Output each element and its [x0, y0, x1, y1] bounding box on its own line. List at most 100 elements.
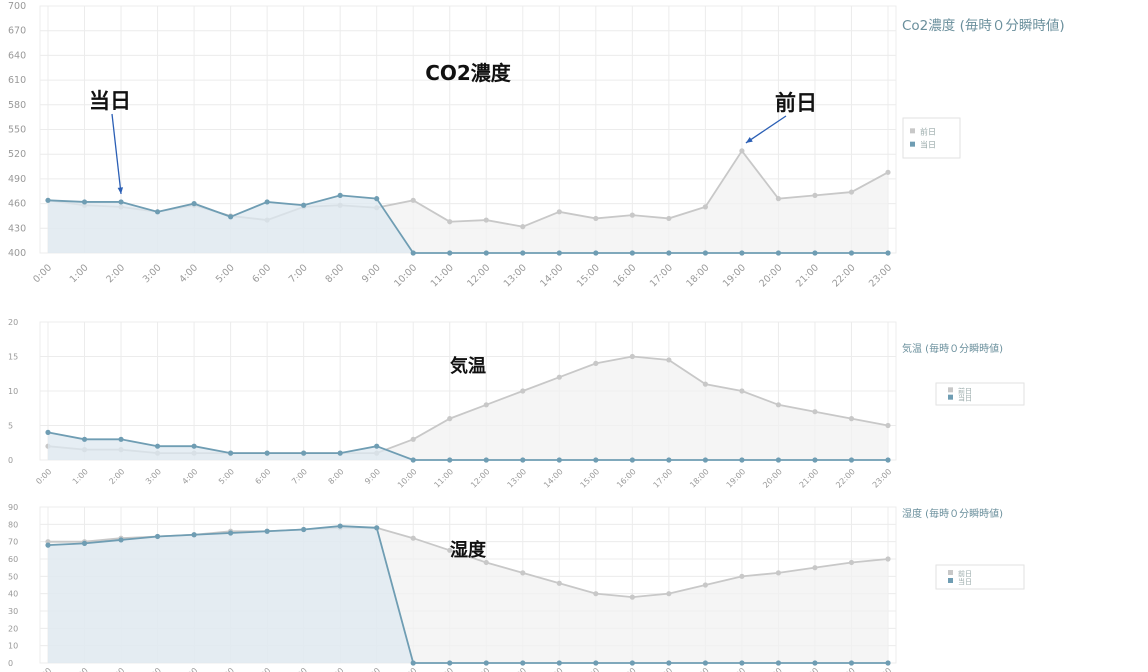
series-point-1 [337, 192, 343, 198]
series-point-1 [520, 660, 526, 666]
y-tick-label: 550 [8, 125, 26, 136]
series-point-1 [447, 250, 453, 256]
series-point-0 [556, 374, 562, 380]
x-tick-label: 8:00 [327, 666, 346, 672]
chart-title: 湿度 [450, 539, 487, 561]
y-tick-label: 90 [8, 503, 18, 512]
x-tick-label: 5:00 [217, 666, 236, 672]
x-tick-label: 7:00 [290, 666, 309, 672]
series-point-1 [45, 429, 51, 435]
series-point-1 [301, 450, 307, 456]
series-area-0 [48, 356, 888, 460]
x-tick-label: 23:00 [871, 666, 894, 672]
series-point-1 [666, 250, 672, 256]
y-tick-label: 640 [8, 50, 26, 61]
series-point-1 [81, 436, 88, 442]
series-point-1 [483, 457, 489, 463]
series-point-0 [775, 196, 782, 202]
series-point-1 [447, 660, 453, 666]
legend-box [935, 382, 1025, 406]
annotation-arrow [745, 115, 787, 144]
series-point-1 [848, 660, 855, 666]
x-tick-label: 12:00 [465, 262, 492, 289]
series-point-1 [775, 660, 782, 666]
legend-label: 当日 [958, 394, 972, 403]
annotation-arrowhead [117, 187, 124, 194]
x-tick-label: 6:00 [253, 666, 272, 672]
x-tick-label: 15:00 [579, 467, 602, 490]
series-point-0 [885, 556, 891, 562]
series-point-1 [410, 457, 416, 463]
series-point-0 [702, 381, 708, 387]
series-point-1 [593, 660, 599, 666]
series-point-1 [812, 250, 818, 256]
series-point-1 [337, 450, 343, 456]
series-point-0 [666, 357, 672, 363]
legend-label: 前日 [958, 386, 972, 395]
x-tick-label: 18:00 [688, 666, 711, 672]
series-area-1 [48, 526, 888, 663]
series-point-1 [483, 250, 489, 256]
x-tick-label: 3:00 [144, 467, 163, 486]
series-point-1 [410, 660, 416, 666]
series-point-0 [885, 422, 891, 429]
y-tick-label: 490 [8, 174, 26, 185]
series-point-0 [410, 535, 416, 541]
series-point-0 [447, 547, 453, 553]
series-point-1 [885, 250, 891, 256]
series-point-0 [775, 570, 782, 576]
x-tick-label: 14:00 [542, 666, 565, 672]
series-point-0 [483, 402, 489, 408]
series-point-1 [264, 199, 270, 205]
series-point-1 [702, 250, 708, 256]
series-point-0 [593, 591, 599, 597]
x-tick-label: 4:00 [180, 666, 199, 672]
series-point-1 [154, 443, 161, 449]
series-point-1 [118, 199, 124, 205]
series-point-0 [702, 582, 708, 588]
x-tick-label: 17:00 [652, 666, 675, 672]
x-tick-label: 14:00 [542, 467, 565, 490]
series-point-1 [154, 533, 161, 540]
y-tick-label: 400 [8, 248, 26, 259]
x-tick-label: 12:00 [469, 666, 492, 672]
x-tick-label: 20:00 [757, 262, 784, 289]
series-point-1 [629, 457, 635, 463]
series-point-1 [885, 457, 891, 463]
series-point-1 [154, 209, 161, 215]
series-point-1 [848, 457, 855, 463]
series-point-0 [812, 192, 818, 198]
y-tick-label: 0 [8, 659, 13, 668]
series-point-1 [118, 436, 124, 442]
x-tick-label: 5:00 [217, 467, 236, 486]
y-tick-label: 20 [8, 318, 18, 327]
series-point-1 [483, 660, 489, 666]
x-tick-label: 22:00 [830, 262, 857, 289]
series-point-1 [739, 660, 745, 666]
x-tick-label: 16:00 [615, 666, 638, 672]
side-title: Co2濃度 (毎時０分瞬時値) [902, 18, 1065, 34]
y-tick-label: 460 [8, 199, 26, 210]
legend-swatch [948, 578, 953, 583]
y-tick-label: 50 [8, 572, 18, 581]
x-tick-label: 22:00 [834, 467, 857, 490]
x-tick-label: 16:00 [611, 262, 638, 289]
series-point-1 [629, 660, 635, 666]
series-point-0 [447, 219, 453, 225]
x-tick-label: 9:00 [363, 467, 382, 486]
series-point-1 [666, 660, 672, 666]
series-point-1 [81, 199, 88, 205]
series-point-1 [447, 457, 453, 463]
series-point-0 [520, 224, 526, 230]
series-point-0 [812, 409, 818, 415]
annotation-arrowhead [745, 137, 753, 143]
series-point-1 [812, 457, 818, 463]
y-tick-label: 580 [8, 100, 26, 111]
x-tick-label: 17:00 [648, 262, 675, 289]
x-tick-label: 15:00 [579, 666, 602, 672]
series-point-1 [374, 443, 380, 449]
x-tick-label: 19:00 [721, 262, 748, 289]
series-point-0 [848, 559, 855, 566]
